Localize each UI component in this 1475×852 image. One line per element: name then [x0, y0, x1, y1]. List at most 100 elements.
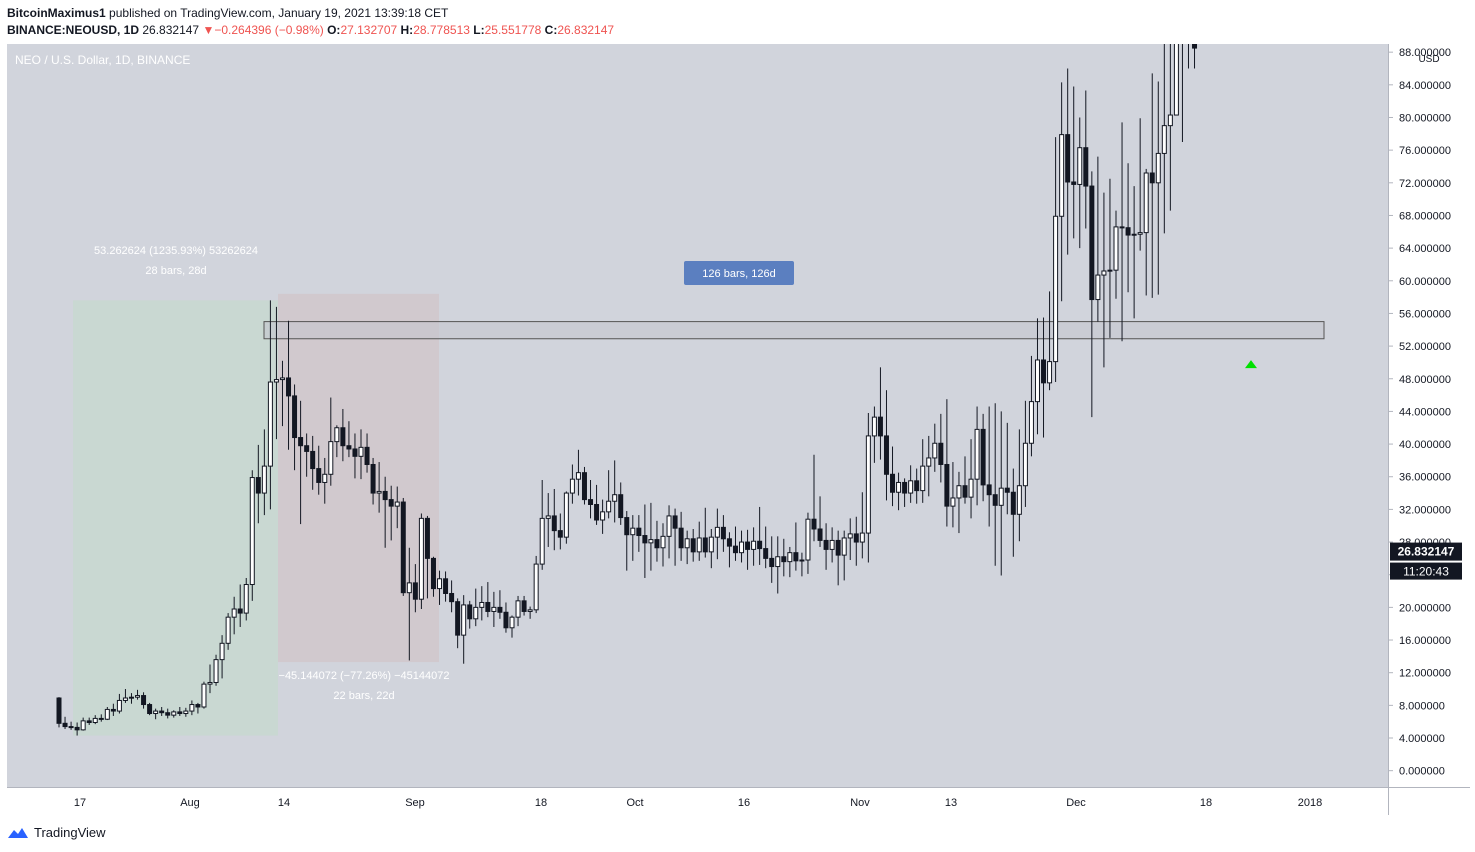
candle-body [588, 499, 594, 505]
candle [231, 596, 237, 635]
candle [376, 462, 382, 513]
footer-brand: TradingView [34, 825, 106, 840]
candle [340, 408, 346, 462]
candle [902, 478, 908, 507]
candle [769, 536, 775, 583]
candle [1077, 117, 1083, 249]
candle-body [225, 616, 231, 644]
time-axis[interactable]: 17 Aug 14 Sep 18 Oct 16 Nov 13 Dec 18 2018 [7, 787, 1388, 816]
candle [1041, 317, 1047, 438]
candle [449, 580, 455, 613]
candle-body [920, 465, 926, 492]
candle-body [1143, 172, 1149, 234]
candle-body [871, 416, 877, 437]
price-tick-label: 8.000000 [1399, 700, 1445, 712]
price-tick-label: 16.000000 [1399, 635, 1451, 647]
candle [968, 439, 974, 519]
candle-body [141, 695, 147, 706]
candle-body [1053, 215, 1059, 363]
candle-body [763, 548, 769, 559]
candle [823, 523, 829, 570]
candle [141, 692, 147, 709]
chart-plot-area[interactable]: NEO / U.S. Dollar, 1D, BINANCE 53.262624 … [7, 44, 1388, 787]
gain-annotation-bars: 28 bars, 28d [145, 265, 206, 277]
candle-body [581, 472, 587, 501]
candle [388, 485, 394, 541]
candle-body [286, 377, 292, 397]
candle [128, 693, 134, 704]
candle-body [624, 517, 630, 536]
candle [62, 716, 68, 730]
candle-body [1010, 491, 1016, 515]
candle [588, 480, 594, 519]
candle [745, 529, 751, 570]
close-label: C: [544, 23, 558, 37]
signal-arrow-icon [1245, 360, 1257, 369]
candle-body [159, 710, 165, 714]
price-tick-label: 48.000000 [1399, 374, 1451, 386]
candle-body [1089, 185, 1095, 301]
price-axis[interactable]: 0.000000 4.000000 8.000000 12.000000 16.0000… [1388, 44, 1469, 787]
candle-body [998, 487, 1004, 506]
candle [908, 465, 914, 503]
candle-body [249, 477, 255, 586]
candle-body [328, 441, 334, 475]
candle-body [418, 517, 424, 600]
candle-body [412, 582, 418, 600]
candle-body [1107, 269, 1113, 272]
candle-body [896, 481, 902, 493]
candle-body [473, 606, 479, 620]
price-axis-svg[interactable]: 0.000000 4.000000 8.000000 12.000000 16.0000… [1389, 44, 1469, 787]
price-tick-label: 56.000000 [1399, 308, 1451, 320]
candle-body [304, 445, 310, 452]
tradingview-logo[interactable]: TradingView [6, 825, 106, 840]
price-tick-label: 68.000000 [1399, 210, 1451, 222]
candle-body [364, 446, 370, 465]
candle [714, 508, 720, 560]
candle [684, 530, 690, 565]
candle-body [1028, 401, 1034, 444]
candle [515, 595, 521, 627]
candle [430, 556, 436, 597]
candle-body [1149, 172, 1155, 184]
time-tick-label: Dec [1066, 797, 1086, 809]
candle-body [443, 578, 449, 594]
chart-svg[interactable]: NEO / U.S. Dollar, 1D, BINANCE 53.262624 … [7, 44, 1388, 787]
candle [201, 681, 207, 709]
candle [243, 577, 249, 621]
candle [551, 488, 557, 551]
candle [400, 497, 406, 596]
candle [1034, 318, 1040, 435]
candle-body [1192, 44, 1198, 49]
candle [68, 721, 74, 730]
candle [581, 466, 587, 505]
candle-body [177, 711, 183, 715]
candle-body [509, 616, 515, 629]
candle [702, 507, 708, 558]
candle [225, 613, 231, 650]
candle [304, 433, 310, 477]
publisher-name[interactable]: BitcoinMaximus1 [7, 6, 106, 20]
candle-body [944, 463, 950, 507]
candle-body [68, 726, 74, 729]
candle [594, 484, 600, 525]
candle [775, 536, 781, 594]
candle [1028, 355, 1034, 457]
candle [298, 400, 304, 525]
candle [147, 702, 153, 716]
candle-body [708, 536, 714, 553]
candle [370, 457, 376, 505]
time-tick-label: Oct [626, 797, 643, 809]
candle-body [485, 601, 491, 612]
candle [545, 493, 551, 547]
candle [732, 526, 738, 561]
time-axis-svg[interactable]: 17 Aug 14 Sep 18 Oct 16 Nov 13 Dec 18 2018 [7, 788, 1388, 816]
candle [74, 722, 80, 736]
candle-body [56, 697, 62, 724]
candle [696, 521, 702, 561]
candle [557, 513, 563, 550]
time-tick-label: 17 [74, 797, 86, 809]
candle-body [630, 527, 636, 536]
candle [1107, 178, 1113, 338]
candle [207, 664, 213, 694]
